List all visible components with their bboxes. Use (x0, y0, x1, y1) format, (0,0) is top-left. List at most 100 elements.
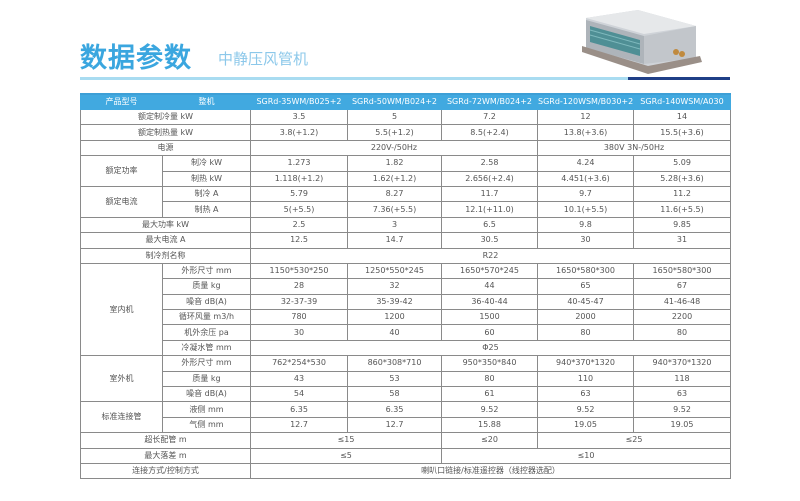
table-cell: 9.52 (441, 401, 538, 418)
table-cell: 67 (633, 278, 731, 295)
table-cell: 19.05 (537, 416, 634, 434)
table-cell: 380V 3N-/50Hz (537, 139, 731, 157)
table-cell: 63 (633, 386, 731, 403)
row-label: 最大功率 kW (80, 216, 251, 234)
table-cell: 9.8 (537, 216, 634, 234)
table-row: 超长配管 m ≤15 ≤20 ≤25 (80, 432, 731, 449)
table-cell: 5 (347, 108, 442, 126)
table-row: 机外余压 pa 30 40 60 80 80 (81, 324, 731, 341)
row-label: 最大电流 A (80, 232, 251, 249)
table-cell: 54 (250, 386, 348, 403)
row-label: 液侧 mm (162, 401, 251, 418)
row-label: 外形尺寸 mm (162, 355, 251, 372)
table-cell: 6.35 (250, 401, 348, 418)
table-cell: 110 (537, 370, 634, 388)
table-cell: 58 (347, 386, 442, 403)
header-model: SGRd-50WM/B024+2 (347, 93, 442, 110)
row-label: 电源 (80, 139, 251, 157)
table-row: 制冷剂名称 R22 (80, 247, 731, 264)
page-subtitle: 中静压风管机 (218, 50, 309, 68)
table-cell: ≤15 (250, 432, 442, 449)
table-cell: 32-37-39 (250, 293, 348, 311)
table-cell: 9.52 (537, 401, 634, 418)
table-cell: 80 (633, 324, 731, 341)
table-cell: 7.2 (441, 108, 538, 126)
table-cell: 5(+5.5) (250, 201, 348, 218)
row-label: 制冷 kW (162, 155, 251, 172)
table-cell: 30 (537, 232, 634, 249)
table-cell: 6.35 (347, 401, 442, 418)
table-row: 额定制热量 kW 3.8(+1.2) 5.5(+1.2) 8.5(+2.4) 13.8(… (80, 124, 731, 141)
row-label: 连接方式/控制方式 (80, 462, 251, 480)
table-header-row: 产品型号 整机 SGRd-35WM/B025+2 SGRd-50WM/B024+2 SG… (80, 93, 731, 110)
row-label: 噪音 dB(A) (162, 293, 251, 311)
table-row: 室内机 外形尺寸 mm 1150*530*250 1250*550*245 1650*5… (80, 262, 731, 357)
header-model: SGRd-35WM/B025+2 (250, 93, 348, 110)
table-cell: 53 (347, 370, 442, 388)
table-cell: Φ25 (250, 339, 731, 357)
table-cell: 1650*580*300 (537, 262, 634, 280)
table-cell: 940*370*1320 (537, 355, 634, 372)
table-cell: 30.5 (441, 232, 538, 249)
table-cell: 65 (537, 278, 634, 295)
row-label: 制热 kW (162, 170, 251, 187)
table-row: 室外机 外形尺寸 mm 762*254*530 860*308*710 950*350*… (80, 355, 731, 403)
table-row: 额定制冷量 kW 3.5 5 7.2 12 14 (80, 108, 731, 126)
table-cell: 3.8(+1.2) (250, 124, 348, 141)
row-label: 循环风量 m3/h (162, 309, 251, 326)
table-cell: 2.5 (250, 216, 348, 234)
header-label: 整机 (162, 93, 251, 110)
row-label: 额定制热量 kW (80, 124, 251, 141)
table-row: 冷凝水管 mm Φ25 (81, 339, 731, 357)
table-cell: 1200 (347, 309, 442, 326)
table-cell: 13.8(+3.6) (537, 124, 634, 141)
header-label: 产品型号 (80, 93, 163, 110)
table-cell: 14.7 (347, 232, 442, 249)
table-cell: 61 (441, 386, 538, 403)
table-cell: 32 (347, 278, 442, 295)
table-cell: 5.5(+1.2) (347, 124, 442, 141)
table-cell: 118 (633, 370, 731, 388)
table-cell: 9.85 (633, 216, 731, 234)
table-cell: 10.1(+5.5) (537, 201, 634, 218)
header-model: SGRd-120WSM/B030+2 (537, 93, 634, 110)
table-cell: 41-46-48 (633, 293, 731, 311)
row-label: 制冷剂名称 (80, 247, 251, 264)
table-cell: 80 (537, 324, 634, 341)
table-cell: 5.09 (633, 155, 731, 172)
table-cell: 12 (537, 108, 634, 126)
row-label: 冷凝水管 mm (162, 339, 251, 357)
table-cell: 780 (250, 309, 348, 326)
divider-dark (628, 77, 730, 80)
table-cell: 11.2 (633, 185, 731, 203)
table-cell: 1.118(+1.2) (250, 170, 348, 187)
spec-table: 产品型号 整机 SGRd-35WM/B025+2 SGRd-50WM/B024+2 SG… (80, 93, 731, 480)
header-model: SGRd-72WM/B024+2 (441, 93, 538, 110)
table-cell: 14 (633, 108, 731, 126)
table-cell: 4.24 (537, 155, 634, 172)
table-cell: 3.5 (250, 108, 348, 126)
table-cell: ≤10 (441, 447, 731, 464)
table-cell: 2200 (633, 309, 731, 326)
table-row: 额定功率 制冷 kW 1.273 1.82 2.58 4.24 5.09 (80, 155, 731, 187)
table-cell: 12.1(+11.0) (441, 201, 538, 218)
table-cell: 1650*580*300 (633, 262, 731, 280)
table-cell: 28 (250, 278, 348, 295)
table-cell: 8.5(+2.4) (441, 124, 538, 141)
table-cell: 35-39-42 (347, 293, 442, 311)
row-label: 超长配管 m (80, 432, 251, 449)
table-cell: 63 (537, 386, 634, 403)
table-cell: 36-40-44 (441, 293, 538, 311)
table-cell: 2.656(+2.4) (441, 170, 538, 187)
table-cell: 11.7 (441, 185, 538, 203)
row-group-label: 室内机 (80, 262, 163, 357)
row-group-label: 额定电流 (80, 185, 163, 218)
table-row: 最大电流 A 12.5 14.7 30.5 30 31 (80, 232, 731, 249)
table-cell: 60 (441, 324, 538, 341)
table-cell: 6.5 (441, 216, 538, 234)
table-cell: 762*254*530 (250, 355, 348, 372)
row-label: 气侧 mm (162, 416, 251, 434)
row-label: 噪音 dB(A) (162, 386, 251, 403)
table-cell: 1150*530*250 (250, 262, 348, 280)
table-cell: 40-45-47 (537, 293, 634, 311)
